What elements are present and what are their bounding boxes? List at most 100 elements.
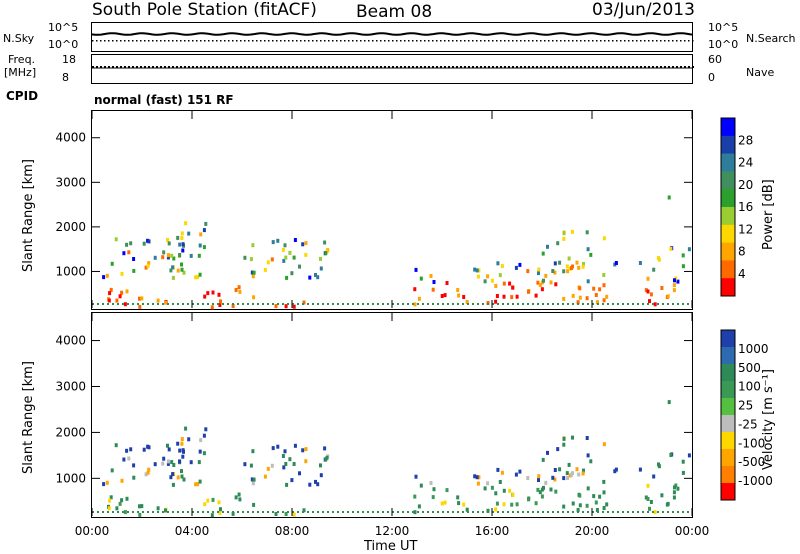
- nsky-trace: [91, 32, 693, 36]
- nsearch-dot: [640, 40, 642, 42]
- echo-cell: [323, 446, 327, 451]
- echo-cell: [571, 435, 574, 440]
- nsearch-dot: [128, 40, 130, 42]
- echo-cell: [554, 489, 558, 494]
- nsearch-dot: [620, 40, 622, 42]
- echo-cell: [125, 496, 129, 501]
- echo-cell: [414, 267, 418, 272]
- gs-dot: [92, 511, 94, 513]
- gs-dot: [102, 511, 104, 513]
- gs-dot: [357, 303, 359, 305]
- echo-cell: [483, 486, 487, 491]
- nsearch-dot: [500, 40, 502, 42]
- echo-cell: [582, 262, 585, 266]
- echo-cell: [238, 289, 242, 294]
- echo-cell: [566, 269, 570, 274]
- nsearch-dot: [108, 40, 110, 42]
- echo-cell: [251, 274, 255, 279]
- echo-cell: [486, 481, 490, 486]
- gs-dot: [552, 303, 554, 305]
- gs-dot: [342, 303, 344, 305]
- echo-cell: [284, 462, 288, 466]
- nsearch-dot: [256, 40, 258, 42]
- echo-cell: [681, 470, 685, 475]
- echo-cell: [276, 444, 280, 449]
- nsearch-dot: [132, 40, 134, 42]
- nsearch-dot: [692, 40, 694, 42]
- freq-dot: [96, 66, 98, 68]
- echo-cell: [586, 486, 590, 491]
- echo-cell: [176, 268, 180, 273]
- nsearch-dot: [628, 40, 630, 42]
- gs-dot: [422, 511, 424, 513]
- gs-dot: [437, 303, 439, 305]
- nsearch-dot: [516, 40, 518, 42]
- echo-cell: [540, 287, 544, 292]
- gs-dot: [432, 511, 434, 513]
- gs-dot: [312, 303, 314, 305]
- gs-dot: [467, 511, 469, 513]
- gs-dot: [452, 511, 454, 513]
- freq-dot: [436, 66, 438, 68]
- echo-cell: [237, 285, 241, 290]
- echo-cell: [308, 275, 312, 280]
- echo-cell: [544, 273, 548, 278]
- echo-cell: [238, 497, 242, 502]
- echo-cell: [284, 304, 288, 309]
- nsearch-dot: [376, 40, 378, 42]
- echo-cell: [206, 291, 210, 296]
- echo-cell: [125, 289, 129, 294]
- freq-dot: [416, 66, 418, 68]
- echo-cell: [562, 296, 566, 301]
- gs-dot: [407, 303, 409, 305]
- gs-dot: [602, 511, 604, 513]
- nsearch-dot: [532, 40, 534, 42]
- gs-dot: [507, 303, 509, 305]
- freq-dot: [192, 66, 194, 68]
- echo-cell: [511, 285, 515, 290]
- freq-dot: [444, 66, 446, 68]
- freq-dot: [652, 66, 654, 68]
- freq-dot: [232, 66, 234, 68]
- freq-dot: [680, 66, 682, 68]
- gs-dot: [277, 511, 279, 513]
- freq-dot: [352, 66, 354, 68]
- freq-dot: [576, 66, 578, 68]
- nsearch-dot: [228, 40, 230, 42]
- gs-dot: [262, 303, 264, 305]
- gs-dot: [512, 303, 514, 305]
- nsearch-dot: [244, 40, 246, 42]
- echo-cell: [486, 274, 490, 279]
- nsearch-dot: [340, 40, 342, 42]
- freq-dot: [632, 66, 634, 68]
- colorbar-swatch: [721, 347, 735, 365]
- gs-dot: [582, 511, 584, 513]
- echo-cell: [553, 468, 557, 472]
- echo-cell: [110, 261, 114, 266]
- echo-cell: [502, 294, 506, 299]
- echo-cell: [672, 288, 676, 293]
- colorbar-swatch: [721, 466, 735, 484]
- echo-cell: [271, 446, 275, 451]
- echo-cell: [549, 280, 553, 285]
- gs-dot: [627, 511, 629, 513]
- power-colorbar-label: Power [dB]: [761, 179, 776, 250]
- gs-dot: [562, 511, 564, 513]
- colorbar-tick-label: 100: [738, 380, 761, 394]
- gs-dot: [107, 511, 109, 513]
- nsearch-dot: [524, 40, 526, 42]
- echo-cell: [429, 274, 433, 278]
- gs-dot: [602, 303, 604, 305]
- nsearch-dot: [192, 40, 194, 42]
- echo-cell: [669, 246, 673, 251]
- colorbar-swatch: [721, 398, 735, 416]
- echo-cell: [419, 276, 423, 281]
- echo-cell: [196, 275, 200, 280]
- x-tick-label: 00:00: [675, 524, 710, 538]
- gs-dot: [597, 303, 599, 305]
- x-tick-label: 04:00: [175, 524, 210, 538]
- colorbar-swatch: [721, 432, 735, 450]
- gs-dot: [147, 511, 149, 513]
- gs-dot: [457, 511, 459, 513]
- freq-dot: [516, 66, 518, 68]
